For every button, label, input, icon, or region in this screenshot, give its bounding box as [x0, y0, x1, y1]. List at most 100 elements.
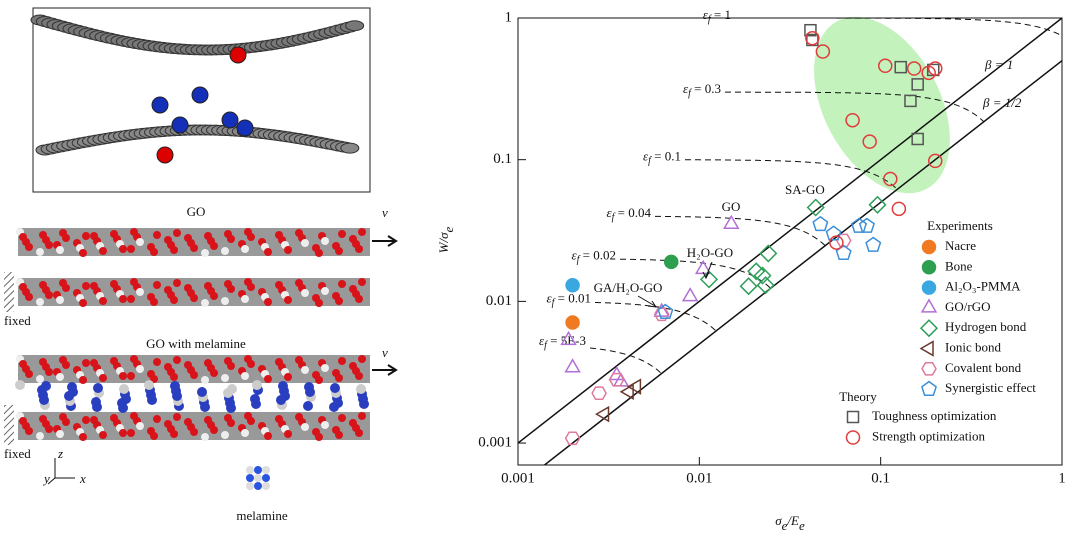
atom — [119, 295, 127, 303]
marker — [928, 153, 943, 169]
label-fixed: fixed — [4, 313, 31, 328]
atom — [67, 382, 77, 392]
atom — [356, 384, 366, 394]
atom — [221, 431, 229, 439]
atom — [254, 482, 262, 490]
legend-title: Theory — [839, 389, 877, 404]
atom — [335, 297, 343, 305]
atom — [190, 371, 198, 379]
marker — [663, 254, 679, 270]
marker — [681, 287, 699, 302]
axis-y: y — [42, 471, 50, 486]
atom — [254, 474, 262, 482]
atom — [25, 243, 33, 251]
subscript: e — [782, 518, 788, 533]
symbol: ε — [607, 205, 613, 220]
strain-curve — [725, 91, 985, 123]
legend-marker — [919, 340, 934, 357]
atom — [315, 249, 323, 257]
atom — [153, 415, 161, 423]
atom — [278, 381, 288, 391]
atom — [82, 232, 90, 240]
label-part: = 0.01 — [554, 290, 591, 305]
symbol: ε — [539, 333, 545, 348]
marker — [906, 61, 922, 76]
atom — [321, 364, 329, 372]
series — [595, 378, 642, 423]
atom — [221, 297, 229, 305]
atom — [338, 280, 346, 288]
atom — [247, 283, 255, 291]
marker — [804, 23, 817, 37]
subscript: f — [577, 255, 581, 266]
atom — [358, 412, 366, 420]
atom — [210, 426, 218, 434]
marker — [825, 225, 842, 241]
atom — [144, 380, 154, 390]
atom — [25, 370, 33, 378]
beta-line — [518, 18, 1062, 445]
strain-curve — [619, 258, 771, 289]
marker — [805, 30, 820, 46]
marker — [851, 217, 868, 233]
marker — [565, 277, 580, 293]
atom — [173, 229, 181, 237]
atom — [37, 385, 47, 395]
atom — [127, 372, 135, 380]
legend-marker — [921, 380, 937, 396]
marker — [865, 236, 882, 252]
label-part: /E — [786, 513, 799, 528]
marker — [564, 431, 581, 446]
atom — [236, 119, 254, 137]
marker — [829, 235, 844, 250]
atom — [15, 380, 25, 390]
marker — [815, 44, 831, 59]
atom — [190, 244, 198, 252]
strain-label: εf = 0.02 — [572, 248, 617, 266]
marker — [894, 60, 907, 74]
atom — [56, 296, 64, 304]
symbol: ε — [683, 81, 689, 96]
atom — [201, 433, 209, 441]
atom — [56, 430, 64, 438]
atom — [246, 474, 254, 482]
atom — [284, 430, 292, 438]
highlight-region — [814, 16, 950, 194]
marker — [564, 358, 581, 373]
atom — [262, 482, 270, 490]
x-tick-label: 0.01 — [686, 470, 712, 486]
atom — [119, 245, 127, 253]
legend-label: Al₂O₃-PMMA — [945, 279, 1021, 294]
atom — [201, 299, 209, 307]
legend-label: Ionic bond — [945, 339, 1001, 354]
x-tick-label: 1 — [1058, 470, 1066, 486]
atom — [301, 289, 309, 297]
atom — [119, 384, 129, 394]
legend-marker — [921, 361, 937, 376]
atom — [62, 361, 70, 369]
atom — [45, 241, 53, 249]
atom — [210, 369, 218, 377]
marker — [747, 262, 766, 281]
label-part: = 0.02 — [579, 248, 616, 263]
legend-marker — [921, 239, 937, 255]
axis-x: x — [79, 471, 86, 486]
beta-label: β = 1/2 — [982, 95, 1022, 110]
atom — [153, 231, 161, 239]
left-panel: GO GO with melamine fixed fixed v v z y … — [4, 7, 398, 523]
atom — [156, 146, 174, 164]
subscript: f — [708, 14, 712, 25]
strain-label: εf = 1 — [703, 7, 731, 25]
annotation: GO — [722, 199, 741, 214]
atom — [301, 239, 309, 247]
atom — [250, 394, 260, 404]
legend-marker — [921, 260, 937, 275]
subscript: f — [648, 156, 652, 167]
atom — [170, 246, 178, 254]
atom — [56, 373, 64, 381]
atom — [210, 292, 218, 300]
marker — [883, 171, 898, 187]
label-part: = 1 — [711, 7, 731, 22]
atom — [315, 433, 323, 441]
